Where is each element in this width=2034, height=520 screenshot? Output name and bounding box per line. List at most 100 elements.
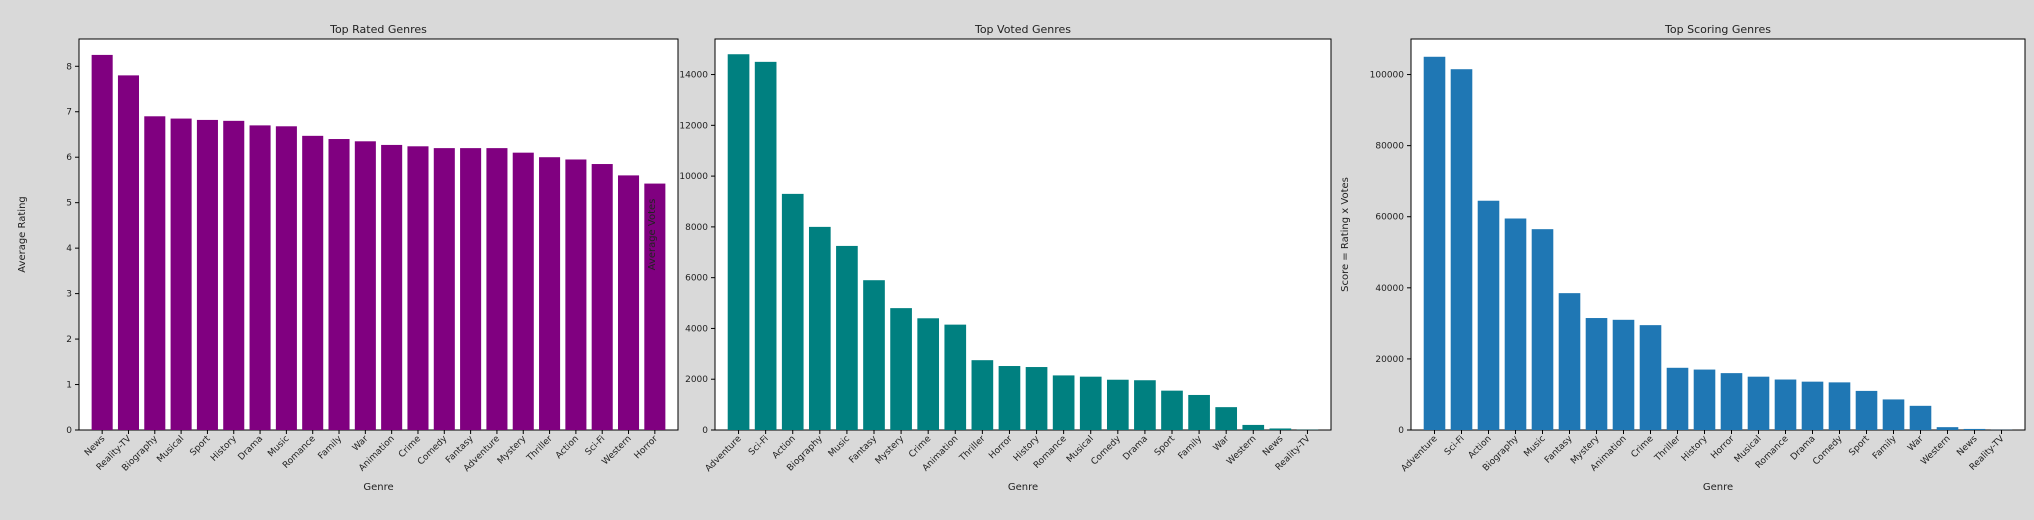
bar <box>998 366 1021 430</box>
bar <box>117 75 140 430</box>
y-tick-label: 8 <box>66 62 72 72</box>
y-axis-label: Score = Rating x Votes <box>1340 177 1351 292</box>
chart-1: Top Rated GenresNewsReality-TVBiographyM… <box>17 23 679 493</box>
bar <box>890 308 912 430</box>
y-tick-label: 40000 <box>1375 284 1404 294</box>
bar <box>381 144 403 430</box>
x-tick-label: Crime <box>907 434 933 460</box>
bar <box>91 54 113 431</box>
bar <box>539 157 561 431</box>
bar <box>1134 380 1156 430</box>
bar <box>1423 56 1446 430</box>
x-tick-label: Family <box>1871 434 1899 462</box>
bar <box>144 116 166 430</box>
plot-area <box>1410 38 2026 431</box>
y-tick-label: 2000 <box>685 375 708 385</box>
x-tick-label: Family <box>317 434 345 462</box>
x-tick-label: Thriller <box>957 434 987 464</box>
bar <box>1531 229 1554 430</box>
x-tick-label: Horror <box>633 434 660 461</box>
bar <box>1585 318 1608 430</box>
y-tick-label: 0 <box>1398 426 1404 436</box>
y-tick-label: 4000 <box>685 324 708 334</box>
bar <box>591 164 613 431</box>
bar <box>971 360 994 430</box>
x-tick-label: Western <box>1919 434 1952 467</box>
x-tick-label: Mystery <box>496 434 529 467</box>
y-tick-label: 3 <box>66 290 72 300</box>
bar <box>617 175 640 430</box>
y-tick-label: 14000 <box>679 71 708 81</box>
x-tick-label: Music <box>827 434 852 459</box>
x-tick-label: War <box>1212 434 1232 454</box>
x-tick-label: Sci-Fi <box>584 434 608 458</box>
bar <box>1477 200 1500 430</box>
x-tick-label: Music <box>1522 434 1547 459</box>
bar <box>1504 218 1527 430</box>
bar <box>275 126 297 430</box>
bar <box>1242 424 1265 430</box>
bar <box>1079 376 1102 430</box>
bar <box>1558 293 1581 430</box>
y-tick-label: 12000 <box>679 121 708 131</box>
bar <box>328 139 350 430</box>
x-tick-label: Adventure <box>1400 434 1440 474</box>
y-tick-label: 2 <box>66 335 72 345</box>
y-axis-label: Average Rating <box>17 196 28 272</box>
chart-title: Top Rated Genres <box>329 23 427 36</box>
bar <box>1639 325 1662 430</box>
bar <box>644 183 666 430</box>
bar <box>917 318 940 430</box>
x-tick-label: Comedy <box>1811 434 1845 468</box>
x-tick-label: Sport <box>188 434 212 458</box>
x-tick-label: Drama <box>237 434 266 463</box>
plot-area <box>78 38 679 431</box>
bar <box>407 146 429 430</box>
bar <box>512 152 534 431</box>
bar <box>1161 390 1183 430</box>
x-tick-label: Comedy <box>416 434 450 468</box>
bar <box>302 135 324 430</box>
bar <box>1612 319 1635 430</box>
y-tick-label: 100000 <box>1370 71 1405 81</box>
bar <box>808 226 831 430</box>
x-tick-label: News <box>1955 434 1979 458</box>
x-tick-label: Comedy <box>1090 434 1124 468</box>
bar <box>1666 367 1689 430</box>
x-tick-label: News <box>1261 434 1285 458</box>
x-tick-label: Sci-Fi <box>1443 434 1467 458</box>
bar <box>1025 367 1048 430</box>
x-tick-label: Crime <box>1630 434 1656 460</box>
bar <box>1269 428 1292 430</box>
bar <box>1936 427 1959 430</box>
bar <box>1215 407 1238 430</box>
y-tick-label: 1 <box>66 381 72 391</box>
bar <box>1106 379 1129 430</box>
x-axis-label: Genre <box>363 482 393 493</box>
bar <box>433 148 455 430</box>
bar <box>354 141 376 430</box>
x-tick-label: Family <box>1177 434 1205 462</box>
bar <box>944 324 967 430</box>
bar <box>1693 369 1716 430</box>
x-axis-label: Genre <box>1703 482 1733 493</box>
bar <box>1855 390 1878 430</box>
x-tick-label: News <box>83 434 107 458</box>
x-tick-label: History <box>209 434 239 464</box>
bar <box>565 159 587 431</box>
bar <box>249 125 271 430</box>
bar <box>486 148 508 430</box>
x-tick-label: Thriller <box>525 434 555 464</box>
x-tick-label: Drama <box>1121 434 1150 463</box>
bar <box>727 54 750 430</box>
bar <box>1052 375 1075 430</box>
plot-area <box>714 38 1332 431</box>
x-tick-label: History <box>1680 434 1710 464</box>
y-tick-label: 60000 <box>1375 213 1404 223</box>
bar <box>1450 69 1473 431</box>
y-tick-label: 6000 <box>685 274 708 284</box>
y-tick-label: 8000 <box>685 223 708 233</box>
bar <box>1882 399 1905 430</box>
